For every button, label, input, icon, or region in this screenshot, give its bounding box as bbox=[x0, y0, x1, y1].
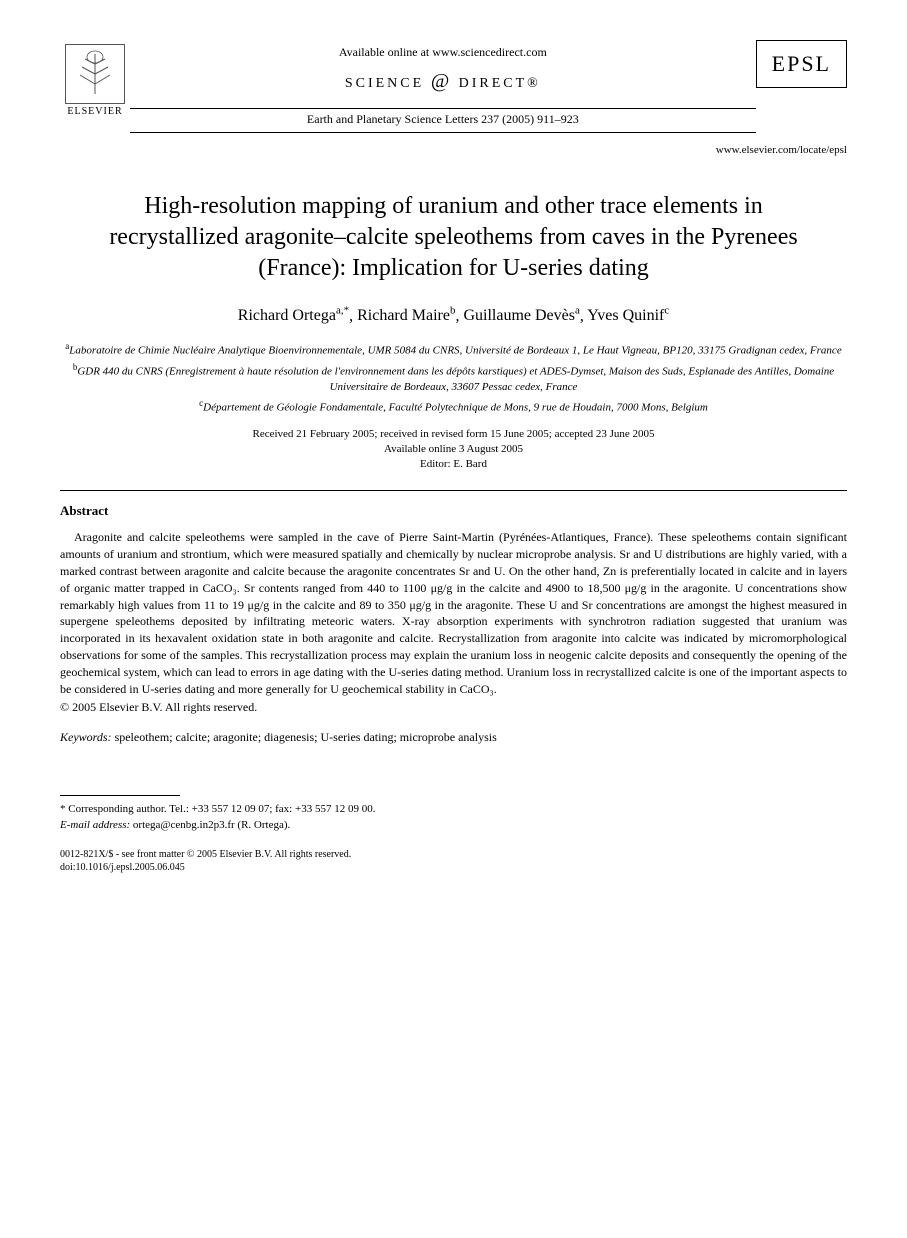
article-title: High-resolution mapping of uranium and o… bbox=[80, 191, 827, 285]
sd-at-icon: @ bbox=[431, 70, 452, 92]
corresponding-line1: * Corresponding author. Tel.: +33 557 12… bbox=[60, 802, 847, 817]
affiliation-a: aLaboratoire de Chimie Nucléaire Analyti… bbox=[60, 340, 847, 359]
journal-abbrev-box: EPSL bbox=[756, 40, 847, 88]
author-4: Yves Quinifc bbox=[587, 307, 669, 324]
email-label: E-mail address: bbox=[60, 819, 130, 831]
sd-prefix: SCIENCE bbox=[345, 76, 424, 91]
footnote-divider bbox=[60, 795, 180, 796]
affiliation-b: bGDR 440 du CNRS (Enregistrement à haute… bbox=[60, 361, 847, 395]
author-2: Richard Maireb bbox=[357, 307, 455, 324]
header-row: ELSEVIER Available online at www.science… bbox=[60, 40, 847, 136]
date-received: Received 21 February 2005; received in r… bbox=[60, 428, 847, 440]
copyright-line: © 2005 Elsevier B.V. All rights reserved… bbox=[60, 700, 847, 715]
affiliations: aLaboratoire de Chimie Nucléaire Analyti… bbox=[60, 340, 847, 417]
author-3-marks: a bbox=[575, 305, 580, 317]
abstract-text: Aragonite and calcite speleothems were s… bbox=[60, 529, 847, 697]
affiliation-c: cDépartement de Géologie Fondamentale, F… bbox=[60, 397, 847, 416]
authors-list: Richard Ortegaa,*, Richard Maireb, Guill… bbox=[60, 305, 847, 325]
corresponding-author: * Corresponding author. Tel.: +33 557 12… bbox=[60, 802, 847, 833]
affil-b-text: GDR 440 du CNRS (Enregistrement à haute … bbox=[77, 366, 834, 393]
website-url[interactable]: www.elsevier.com/locate/epsl bbox=[60, 144, 847, 156]
author-3-name: Guillaume Devès bbox=[463, 307, 575, 324]
author-1-marks: a,* bbox=[336, 305, 349, 317]
author-4-name: Yves Quinif bbox=[587, 307, 664, 324]
available-online-text: Available online at www.sciencedirect.co… bbox=[130, 45, 756, 60]
keywords-line: Keywords: speleothem; calcite; aragonite… bbox=[60, 730, 847, 745]
author-1-name: Richard Ortega bbox=[238, 307, 336, 324]
keywords-text: speleothem; calcite; aragonite; diagenes… bbox=[112, 730, 497, 744]
sciencedirect-logo: SCIENCE @ DIRECT® bbox=[130, 70, 756, 93]
issn-line: 0012-821X/$ - see front matter © 2005 El… bbox=[60, 848, 847, 861]
sd-suffix: DIRECT® bbox=[459, 76, 541, 91]
email-address[interactable]: ortega@cenbg.in2p3.fr (R. Ortega). bbox=[130, 819, 290, 831]
elsevier-logo: ELSEVIER bbox=[60, 40, 130, 120]
elsevier-tree-icon bbox=[65, 44, 125, 104]
editor-line: Editor: E. Bard bbox=[60, 458, 847, 470]
date-available: Available online 3 August 2005 bbox=[60, 443, 847, 455]
author-2-name: Richard Maire bbox=[357, 307, 450, 324]
keywords-label: Keywords: bbox=[60, 730, 112, 744]
elsevier-label: ELSEVIER bbox=[67, 106, 122, 117]
author-3: Guillaume Devèsa bbox=[463, 307, 579, 324]
abstract-divider bbox=[60, 490, 847, 491]
doi-line: doi:10.1016/j.epsl.2005.06.045 bbox=[60, 861, 847, 874]
author-4-marks: c bbox=[664, 305, 669, 317]
header-divider-bottom bbox=[130, 132, 756, 133]
affil-c-text: Département de Géologie Fondamentale, Fa… bbox=[203, 402, 708, 414]
header-center: Available online at www.sciencedirect.co… bbox=[130, 40, 756, 136]
header-divider-top bbox=[130, 108, 756, 109]
abstract-heading: Abstract bbox=[60, 503, 847, 519]
author-1: Richard Ortegaa,* bbox=[238, 307, 349, 324]
corresponding-email-line: E-mail address: ortega@cenbg.in2p3.fr (R… bbox=[60, 818, 847, 833]
author-2-marks: b bbox=[450, 305, 456, 317]
journal-reference: Earth and Planetary Science Letters 237 … bbox=[130, 112, 756, 127]
affil-a-text: Laboratoire de Chimie Nucléaire Analytiq… bbox=[69, 345, 841, 357]
footer-info: 0012-821X/$ - see front matter © 2005 El… bbox=[60, 848, 847, 874]
journal-box-wrapper: EPSL bbox=[756, 40, 847, 88]
